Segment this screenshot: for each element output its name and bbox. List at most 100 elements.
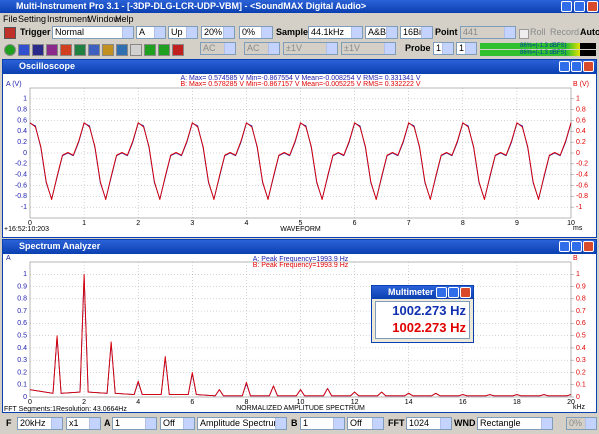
maximize-button[interactable] bbox=[571, 241, 582, 252]
menu-item[interactable]: File bbox=[3, 14, 18, 24]
dropdown[interactable]: 20kHz bbox=[17, 417, 63, 430]
timestamp: +16:52:10:203 bbox=[4, 226, 49, 233]
label: Point bbox=[435, 27, 458, 37]
dropdown[interactable]: 1 bbox=[456, 42, 477, 55]
y-tick-label: -0.8 bbox=[15, 193, 27, 200]
y-tick-label: 0.9 bbox=[17, 283, 27, 290]
dropdown[interactable]: 16Bit bbox=[400, 26, 433, 39]
maximize-button[interactable] bbox=[448, 287, 459, 298]
y-tick-label: 0 bbox=[23, 394, 27, 401]
y2-tick-label: -1 bbox=[576, 204, 582, 211]
icon[interactable] bbox=[130, 44, 142, 56]
maximize-button[interactable] bbox=[574, 1, 585, 12]
spin-box[interactable]: 0% bbox=[239, 26, 273, 39]
dropdown[interactable]: x1 bbox=[66, 417, 101, 430]
icon[interactable] bbox=[102, 44, 114, 56]
y-tick-label: 0.2 bbox=[17, 139, 27, 146]
label: WND bbox=[454, 418, 476, 428]
dropdown[interactable]: 1024 bbox=[406, 417, 452, 430]
icon[interactable] bbox=[144, 44, 156, 56]
icon[interactable] bbox=[158, 44, 170, 56]
dropdown[interactable]: 1 bbox=[112, 417, 157, 430]
y-tick-label: 0.4 bbox=[17, 128, 27, 135]
minimize-button[interactable] bbox=[559, 61, 570, 72]
menu-item[interactable]: Setting bbox=[18, 14, 47, 24]
button[interactable]: Auto bbox=[580, 27, 599, 37]
menu-item[interactable]: Help bbox=[115, 14, 134, 24]
close-button[interactable] bbox=[587, 1, 598, 12]
y2-tick-label: 0.5 bbox=[576, 332, 586, 339]
minimize-button[interactable] bbox=[559, 241, 570, 252]
checkbox[interactable] bbox=[519, 29, 529, 39]
icon[interactable] bbox=[74, 44, 86, 56]
bottom-toolbar: F 20kHz x1 A 1 Off Amplitude Spectrum B … bbox=[0, 415, 599, 434]
button[interactable]: Record bbox=[550, 27, 580, 37]
maximize-button[interactable] bbox=[571, 61, 582, 72]
icon[interactable] bbox=[46, 44, 58, 56]
label: Trigger bbox=[20, 27, 51, 37]
menu-item[interactable]: Instrument bbox=[47, 14, 90, 24]
dropdown[interactable]: Amplitude Spectrum bbox=[197, 417, 287, 430]
dropdown[interactable]: Normal bbox=[52, 26, 134, 39]
dropdown[interactable]: Off bbox=[160, 417, 195, 430]
window-title: Oscilloscope bbox=[19, 61, 76, 71]
dropdown[interactable]: A bbox=[136, 26, 166, 39]
annotation: A: Max= 0.574585 V Min=-0.867554 V Mean=… bbox=[180, 75, 420, 82]
y-tick-label: 0.6 bbox=[17, 320, 27, 327]
icon[interactable] bbox=[18, 44, 30, 56]
window-title: Multimeter bbox=[388, 287, 434, 297]
x-tick-label: 8 bbox=[461, 220, 465, 227]
icon[interactable] bbox=[88, 44, 100, 56]
dropdown[interactable]: Rectangle bbox=[477, 417, 553, 430]
icon[interactable] bbox=[4, 27, 16, 39]
dropdown[interactable]: 1 bbox=[433, 42, 454, 55]
series-line bbox=[29, 122, 572, 201]
x-tick-label: 6 bbox=[353, 220, 357, 227]
dropdown[interactable]: 1 bbox=[300, 417, 345, 430]
spin-box[interactable]: 20% bbox=[201, 26, 235, 39]
label: Sample bbox=[276, 27, 309, 37]
dropdown[interactable]: 44.1kHz bbox=[308, 26, 363, 39]
y-tick-label: -1 bbox=[21, 204, 27, 211]
y-tick-label: 0.6 bbox=[17, 117, 27, 124]
icon[interactable] bbox=[32, 44, 44, 56]
plot-area bbox=[29, 261, 572, 398]
x-tick-label: 10 bbox=[567, 220, 575, 227]
window-title-bar: Spectrum Analyzer bbox=[3, 240, 596, 254]
dropdown[interactable]: ±1V bbox=[283, 42, 338, 55]
y2-tick-label: 0.6 bbox=[576, 117, 586, 124]
icon[interactable] bbox=[116, 44, 128, 56]
x-tick-label: 16 bbox=[459, 399, 467, 406]
y-tick-label: 0.1 bbox=[17, 382, 27, 389]
footer-text: FFT Segments:1 bbox=[4, 406, 56, 413]
y2-tick-label: -0.8 bbox=[576, 193, 588, 200]
icon[interactable] bbox=[172, 44, 184, 56]
label: Probe bbox=[405, 43, 431, 53]
annotation: B: Max= 0.578285 V Min=-0.867157 V Mean=… bbox=[180, 81, 420, 88]
icon[interactable] bbox=[60, 44, 72, 56]
menu-item[interactable]: Window bbox=[88, 14, 121, 24]
dropdown[interactable]: Off bbox=[347, 417, 384, 430]
minimize-button[interactable] bbox=[561, 1, 572, 12]
dropdown[interactable]: 441 bbox=[460, 26, 516, 39]
y-tick-label: 0.7 bbox=[17, 308, 27, 315]
dropdown[interactable]: Up bbox=[168, 26, 198, 39]
y-tick-label: 0.4 bbox=[17, 345, 27, 352]
dropdown[interactable]: AC bbox=[200, 42, 236, 55]
window-title-bar: Multimeter bbox=[372, 286, 473, 299]
x-tick-label: 0 bbox=[28, 220, 32, 227]
close-button[interactable] bbox=[583, 241, 594, 252]
y-tick-label: 0.8 bbox=[17, 107, 27, 114]
dropdown[interactable]: A&B bbox=[365, 26, 398, 39]
x-tick-label: 3 bbox=[190, 220, 194, 227]
close-button[interactable] bbox=[460, 287, 471, 298]
dropdown[interactable]: AC bbox=[244, 42, 280, 55]
icon[interactable] bbox=[4, 44, 16, 56]
dropdown[interactable]: 0% bbox=[566, 417, 597, 430]
minimize-button[interactable] bbox=[436, 287, 447, 298]
close-button[interactable] bbox=[583, 61, 594, 72]
level-meter: 86%=(-1.3 dBFS) bbox=[480, 50, 596, 56]
x-tick-label: 12 bbox=[351, 399, 359, 406]
dropdown[interactable]: ±1V bbox=[341, 42, 396, 55]
